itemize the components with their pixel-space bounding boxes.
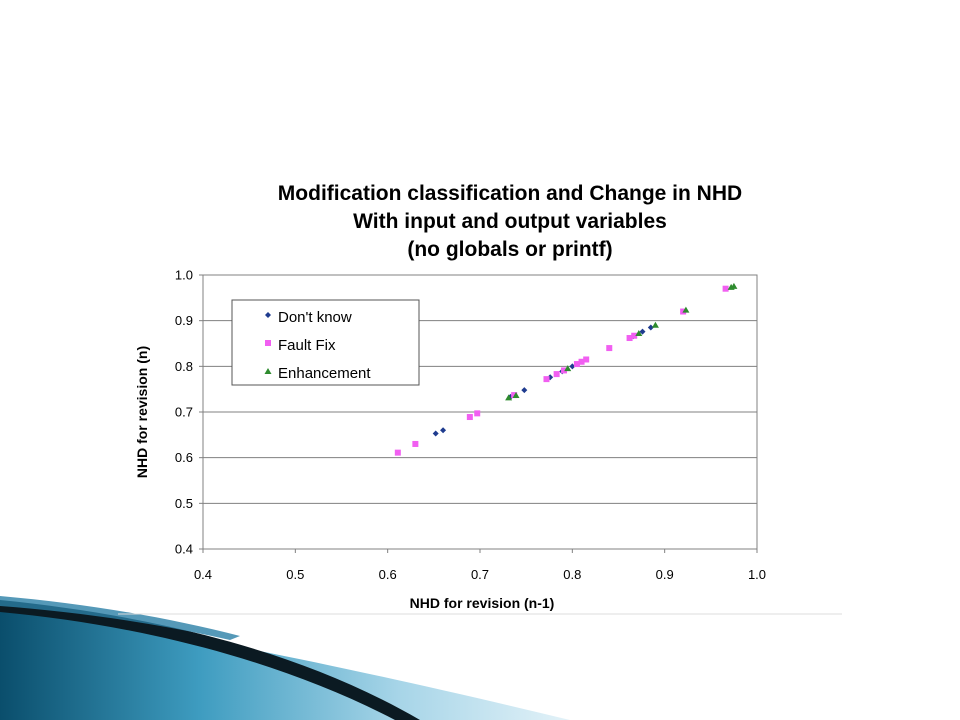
data-point-dont-know bbox=[639, 328, 646, 335]
data-point-fault-fix bbox=[578, 358, 585, 365]
legend-label-dont-know: Don't know bbox=[278, 309, 352, 326]
y-tick-label: 0.6 bbox=[175, 450, 193, 465]
data-point-fault-fix bbox=[553, 371, 560, 378]
legend: Don't know Fault Fix Enhancement bbox=[231, 299, 420, 386]
data-point-fault-fix bbox=[606, 345, 613, 352]
y-tick-label: 1.0 bbox=[175, 268, 193, 283]
y-tick-label: 0.9 bbox=[175, 313, 193, 328]
data-point-dont-know bbox=[440, 427, 447, 434]
data-point-fault-fix bbox=[511, 392, 518, 399]
data-point-fault-fix bbox=[394, 449, 401, 456]
data-point-enhancement bbox=[730, 282, 738, 289]
x-tick-label: 0.6 bbox=[379, 567, 397, 582]
data-point-enhancement bbox=[512, 392, 520, 399]
data-point-dont-know bbox=[569, 363, 576, 370]
data-point-enhancement bbox=[635, 329, 643, 336]
y-axis-ticks: 0.4 0.5 0.6 0.7 0.8 0.9 1.0 bbox=[175, 268, 203, 557]
y-tick-label: 0.8 bbox=[175, 359, 193, 374]
decorative-swoosh bbox=[0, 596, 570, 720]
x-tick-label: 0.4 bbox=[194, 567, 212, 582]
data-point-dont-know bbox=[521, 387, 528, 394]
data-point-enhancement bbox=[651, 321, 659, 328]
legend-label-fault-fix: Fault Fix bbox=[278, 337, 336, 354]
legend-label-enhancement: Enhancement bbox=[278, 365, 371, 382]
legend-box bbox=[231, 299, 420, 386]
x-axis-ticks: 0.4 0.5 0.6 0.7 0.8 0.9 1.0 bbox=[194, 549, 766, 582]
x-tick-label: 0.8 bbox=[563, 567, 581, 582]
chart-title-line-3: (no globals or printf) bbox=[407, 238, 612, 261]
x-axis-label: NHD for revision (n-1) bbox=[410, 595, 555, 611]
data-point-dont-know bbox=[647, 324, 654, 331]
data-points bbox=[394, 282, 738, 456]
x-tick-label: 0.5 bbox=[286, 567, 304, 582]
data-point-fault-fix bbox=[543, 376, 550, 383]
data-point-enhancement bbox=[505, 394, 513, 401]
data-point-fault-fix bbox=[561, 367, 568, 374]
data-point-dont-know bbox=[432, 430, 439, 437]
data-point-fault-fix bbox=[631, 332, 638, 339]
legend-item-fault-fix: Fault Fix bbox=[265, 337, 336, 354]
y-tick-label: 0.5 bbox=[175, 496, 193, 511]
data-point-fault-fix bbox=[583, 356, 590, 363]
chart-title-line-2: With input and output variables bbox=[353, 210, 667, 233]
y-tick-label: 0.7 bbox=[175, 405, 193, 420]
data-point-fault-fix bbox=[722, 285, 729, 292]
data-point-fault-fix bbox=[573, 361, 580, 368]
x-tick-label: 1.0 bbox=[748, 567, 766, 582]
data-point-fault-fix bbox=[466, 414, 473, 421]
legend-item-enhancement: Enhancement bbox=[264, 365, 371, 382]
y-tick-label: 0.4 bbox=[175, 542, 193, 557]
data-point-enhancement bbox=[682, 306, 690, 313]
legend-marker-triangle bbox=[264, 368, 272, 374]
data-point-fault-fix bbox=[412, 440, 419, 447]
chart-title-line-1: Modification classification and Change i… bbox=[278, 182, 742, 205]
data-point-fault-fix bbox=[474, 410, 481, 417]
chart-title: Modification classification and Change i… bbox=[278, 182, 742, 261]
data-point-fault-fix bbox=[626, 335, 633, 342]
legend-item-dont-know: Don't know bbox=[265, 309, 352, 326]
x-tick-label: 0.9 bbox=[656, 567, 674, 582]
x-tick-label: 0.7 bbox=[471, 567, 489, 582]
legend-marker-diamond bbox=[265, 312, 271, 318]
data-point-enhancement bbox=[564, 365, 572, 372]
legend-marker-square bbox=[265, 340, 271, 346]
y-axis-label: NHD for revision (n) bbox=[134, 346, 150, 478]
